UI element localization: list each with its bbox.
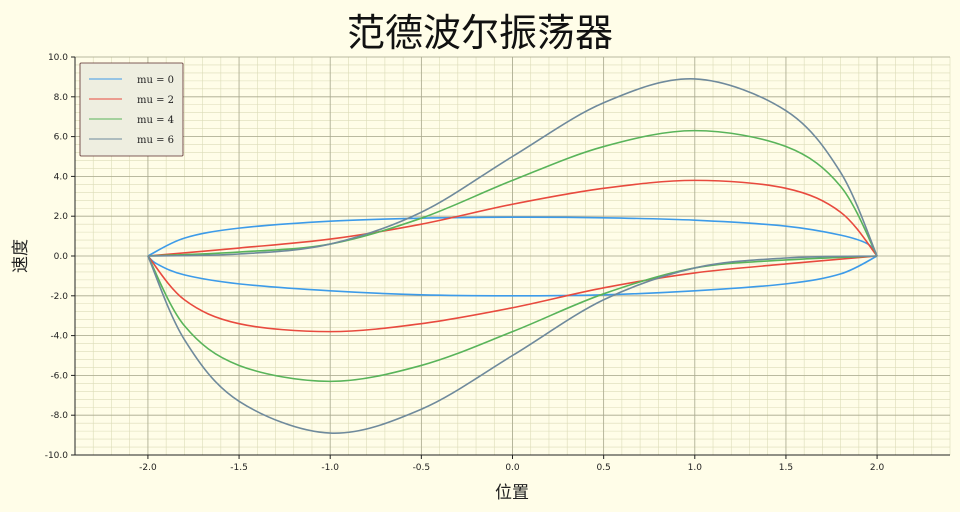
- series-line-lower: [147, 255, 878, 383]
- x-tick-label: -2.0: [139, 463, 157, 473]
- y-tick-label: 6.0: [54, 133, 69, 143]
- x-tick-label: 0.0: [505, 463, 520, 473]
- series-line-upper: [147, 129, 878, 257]
- series-line-upper: [147, 78, 878, 257]
- legend: mu = 0 mu = 2 mu = 4 mu = 6: [79, 62, 184, 157]
- x-tick-label: 0.5: [596, 463, 610, 473]
- x-tick-label: 1.0: [688, 463, 703, 473]
- x-tick-label: -1.5: [230, 463, 248, 473]
- series-layer: [147, 78, 878, 434]
- series-3: [147, 78, 878, 434]
- chart-title: 范德波尔振荡器: [347, 11, 613, 55]
- series-line-lower: [147, 255, 878, 434]
- x-axis-label: 位置: [495, 483, 529, 503]
- x-tick-label: 1.5: [779, 463, 793, 473]
- y-tick-label: 0.0: [54, 252, 69, 262]
- y-tick-label: -6.0: [50, 371, 68, 381]
- y-tick-label: 10.0: [48, 53, 68, 63]
- x-tick-label: 2.0: [870, 463, 885, 473]
- x-ticks: -2.0 -1.5 -1.0 -0.5 0.0 0.5 1.0 1.5 2.0: [139, 455, 885, 473]
- y-tick-label: -8.0: [50, 411, 68, 421]
- legend-label: mu = 6: [137, 135, 174, 146]
- y-tick-label: -4.0: [50, 332, 68, 342]
- series-line-lower: [147, 255, 878, 297]
- x-tick-label: -0.5: [413, 463, 431, 473]
- series-2: [147, 129, 878, 383]
- y-axis-label: 速度: [11, 239, 31, 273]
- x-tick-label: -1.0: [321, 463, 339, 473]
- y-ticks: -10.0 -8.0 -6.0 -4.0 -2.0 0.0 2.0 4.0 6.0 8.0 10.0: [45, 53, 75, 461]
- series-line-upper: [147, 179, 878, 257]
- y-tick-label: 2.0: [54, 212, 69, 222]
- legend-box: [79, 62, 184, 157]
- legend-label: mu = 2: [137, 95, 174, 106]
- series-line-upper: [147, 216, 878, 257]
- series-line-lower: [147, 255, 878, 333]
- series-1: [147, 179, 878, 333]
- legend-label: mu = 4: [137, 115, 174, 126]
- y-tick-label: 4.0: [54, 172, 69, 182]
- y-tick-label: 8.0: [54, 93, 69, 103]
- legend-label: mu = 0: [137, 75, 174, 86]
- y-tick-label: -10.0: [45, 451, 69, 461]
- series-0: [147, 216, 878, 297]
- y-tick-label: -2.0: [50, 292, 68, 302]
